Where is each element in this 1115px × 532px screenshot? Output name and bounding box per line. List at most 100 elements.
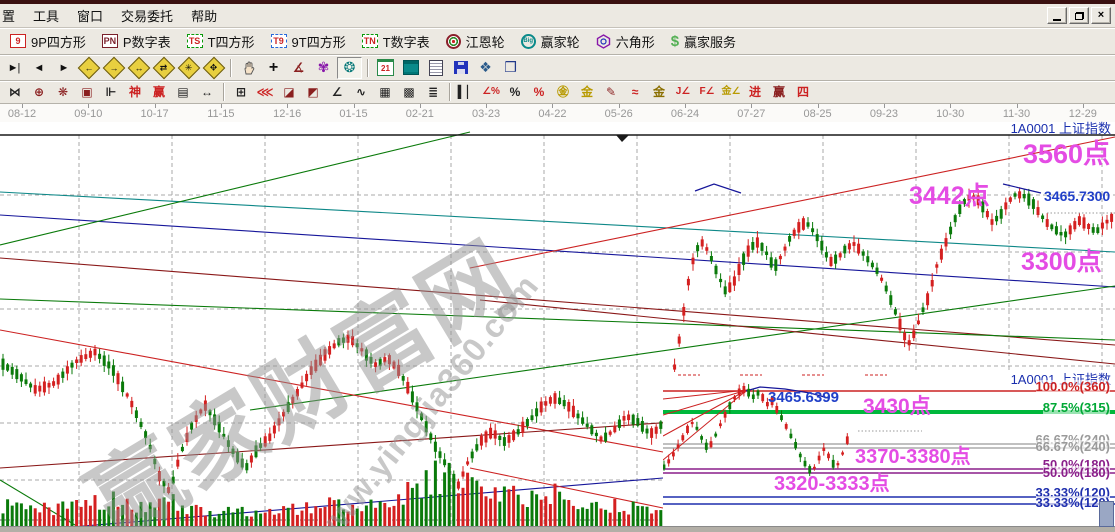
expand-scale-icon: ↔ bbox=[127, 56, 150, 79]
menu-trading[interactable]: 交易委托 bbox=[121, 9, 174, 24]
gann-shen-button[interactable]: 神 bbox=[124, 83, 146, 101]
ruler-123-button[interactable]: ▤ bbox=[172, 83, 194, 101]
date-label: 08-25 bbox=[803, 108, 832, 120]
burst-icon: ✳ bbox=[177, 56, 200, 79]
radial-burst-button[interactable]: ❋ bbox=[52, 83, 74, 101]
date-tick bbox=[287, 104, 289, 108]
parallel-lines-button[interactable]: ≣ bbox=[422, 83, 444, 101]
drawing-toolbar: ⋈ ⊕ ❋ ▣ ⊩ 神赢 ▤ ↔ ⊞ ⋘ ◪ ◩ ∠ ∿ ▦ ▩ ≣ ▍▏ ∠%%% ㊎金 ✎ ≈ 金 J∠ F∠ 金∠ 进赢四 bbox=[0, 81, 1115, 104]
band-wave-button[interactable]: ≈ bbox=[624, 83, 646, 101]
t-number-table-button-label: T数字表 bbox=[382, 34, 430, 50]
volume-profile-button[interactable]: ▍▏ bbox=[456, 83, 478, 101]
step-back-button[interactable]: ◄ bbox=[27, 58, 50, 78]
report-icon bbox=[428, 59, 443, 76]
t-square-button[interactable]: TS T四方形 bbox=[179, 31, 263, 52]
pan-left-icon: ← bbox=[77, 56, 100, 79]
gann-box-icon: ◩ bbox=[307, 85, 319, 99]
percent-lines-icon: % bbox=[533, 85, 545, 99]
gann-box-button[interactable]: ◩ bbox=[302, 83, 324, 101]
report-button[interactable] bbox=[424, 58, 447, 78]
menu-help[interactable]: 帮助 bbox=[191, 9, 218, 24]
ruler-123-icon: ▤ bbox=[177, 85, 189, 99]
pan-left-button[interactable]: ← bbox=[77, 56, 100, 79]
sync-icon: ❒ bbox=[504, 59, 517, 75]
menu-settings[interactable]: 置 bbox=[2, 9, 16, 24]
golden-box-button[interactable]: 金 bbox=[648, 83, 670, 101]
percent-lines-button[interactable]: % bbox=[528, 83, 550, 101]
nine-t-square-button-label: 9T四方形 bbox=[291, 34, 346, 50]
gann-square-button[interactable]: ◪ bbox=[278, 83, 300, 101]
date-tick bbox=[552, 104, 554, 108]
gann-wheel-tool-button[interactable]: ❂ bbox=[337, 56, 362, 79]
expand-scale-button[interactable]: ↔ bbox=[127, 56, 150, 79]
f-angle-icon: F∠ bbox=[699, 86, 715, 97]
compress-scale-icon: ⇄ bbox=[152, 56, 175, 79]
move-all-button[interactable]: ✥ bbox=[202, 56, 225, 79]
winner-wheel-button[interactable]: Big 赢家轮 bbox=[513, 31, 588, 52]
pan-right-button[interactable]: → bbox=[102, 56, 125, 79]
angle-lines-button[interactable]: ∠ bbox=[326, 83, 348, 101]
angle-tool-button[interactable]: ∡ bbox=[287, 58, 310, 78]
gann-pattern-tool-button[interactable]: ✾ bbox=[312, 58, 335, 78]
marker-pen-button[interactable]: ✎ bbox=[600, 83, 622, 101]
publish-button[interactable]: ❖ bbox=[474, 58, 497, 78]
compress-scale-button[interactable]: ⇄ bbox=[152, 56, 175, 79]
save-button[interactable] bbox=[449, 58, 472, 78]
golden-angle-button[interactable]: 金∠ bbox=[720, 83, 742, 101]
marker-pen-icon: ✎ bbox=[605, 85, 617, 99]
wave-button[interactable]: ∿ bbox=[350, 83, 372, 101]
gann-level-label: 50.0%(180) bbox=[1042, 465, 1110, 480]
hexagon-button[interactable]: 六角形 bbox=[588, 31, 663, 52]
compass-cross-button[interactable]: ⊕ bbox=[28, 83, 50, 101]
percent-button[interactable]: % bbox=[504, 83, 526, 101]
four-angle-button[interactable]: 四 bbox=[792, 83, 814, 101]
gann-wheel-button[interactable]: 江恩轮 bbox=[438, 31, 513, 52]
speed-angle-button[interactable]: 进 bbox=[744, 83, 766, 101]
sync-button[interactable]: ❒ bbox=[499, 58, 522, 78]
f-angle-button[interactable]: F∠ bbox=[696, 83, 718, 101]
grid-button[interactable]: ▦ bbox=[374, 83, 396, 101]
grid-box-button[interactable]: ▩ bbox=[398, 83, 420, 101]
resize-grip[interactable] bbox=[1099, 501, 1114, 527]
p-number-table-button[interactable]: PN P数字表 bbox=[94, 31, 179, 52]
golden-section-button[interactable]: 金 bbox=[576, 83, 598, 101]
restore-button[interactable] bbox=[1069, 7, 1089, 24]
jump-start-button[interactable]: ►| bbox=[2, 58, 25, 78]
calendar-button[interactable]: 21 bbox=[374, 58, 397, 78]
service-dollar-icon: $ bbox=[670, 32, 680, 50]
burst-button[interactable]: ✳ bbox=[177, 56, 200, 79]
menu-tools[interactable]: 工具 bbox=[33, 9, 60, 24]
calculator-button[interactable] bbox=[399, 58, 422, 78]
date-tick bbox=[154, 104, 156, 108]
step-forward-button[interactable]: ► bbox=[52, 58, 75, 78]
t-number-table-button[interactable]: TN T数字表 bbox=[354, 31, 438, 52]
width-measure-button[interactable]: ↔ bbox=[196, 83, 218, 101]
square-target-button[interactable]: ▣ bbox=[76, 83, 98, 101]
parallel-lines-icon: ≣ bbox=[427, 85, 439, 99]
trend-percent-button[interactable]: ∠% bbox=[480, 83, 502, 101]
ying-angle-button[interactable]: 赢 bbox=[768, 83, 790, 101]
nine-p-square-button[interactable]: 9 9P四方形 bbox=[2, 31, 94, 52]
close-button[interactable]: × bbox=[1091, 7, 1111, 24]
crosshair-tool-button[interactable]: + bbox=[262, 58, 285, 78]
golden-circle-button[interactable]: ㊎ bbox=[552, 83, 574, 101]
winner-service-button[interactable]: $ 赢家服务 bbox=[663, 31, 744, 52]
calendar-icon: 21 bbox=[377, 59, 394, 76]
gann-fan-button[interactable]: ⋘ bbox=[254, 83, 276, 101]
nine-t-square-button[interactable]: T9 9T四方形 bbox=[263, 31, 354, 52]
box-anchor-button[interactable]: ⊞ bbox=[230, 83, 252, 101]
minimize-button[interactable] bbox=[1047, 7, 1067, 24]
annotation-3442: 3442点 bbox=[909, 182, 990, 210]
mirror-points-button[interactable]: ⋈ bbox=[4, 83, 26, 101]
menu-window[interactable]: 窗口 bbox=[77, 9, 104, 24]
grid-box-icon: ▩ bbox=[403, 85, 415, 99]
main-chart-canvas[interactable] bbox=[0, 122, 1115, 527]
j-angle-button[interactable]: J∠ bbox=[672, 83, 694, 101]
golden-angle-icon: 金∠ bbox=[721, 86, 741, 97]
four-angle-icon: 四 bbox=[796, 85, 809, 99]
date-tick bbox=[1016, 104, 1018, 108]
candle-marks-button[interactable]: ⊩ bbox=[100, 83, 122, 101]
gann-ying-button[interactable]: 赢 bbox=[148, 83, 170, 101]
hand-tool-button[interactable] bbox=[237, 58, 260, 78]
